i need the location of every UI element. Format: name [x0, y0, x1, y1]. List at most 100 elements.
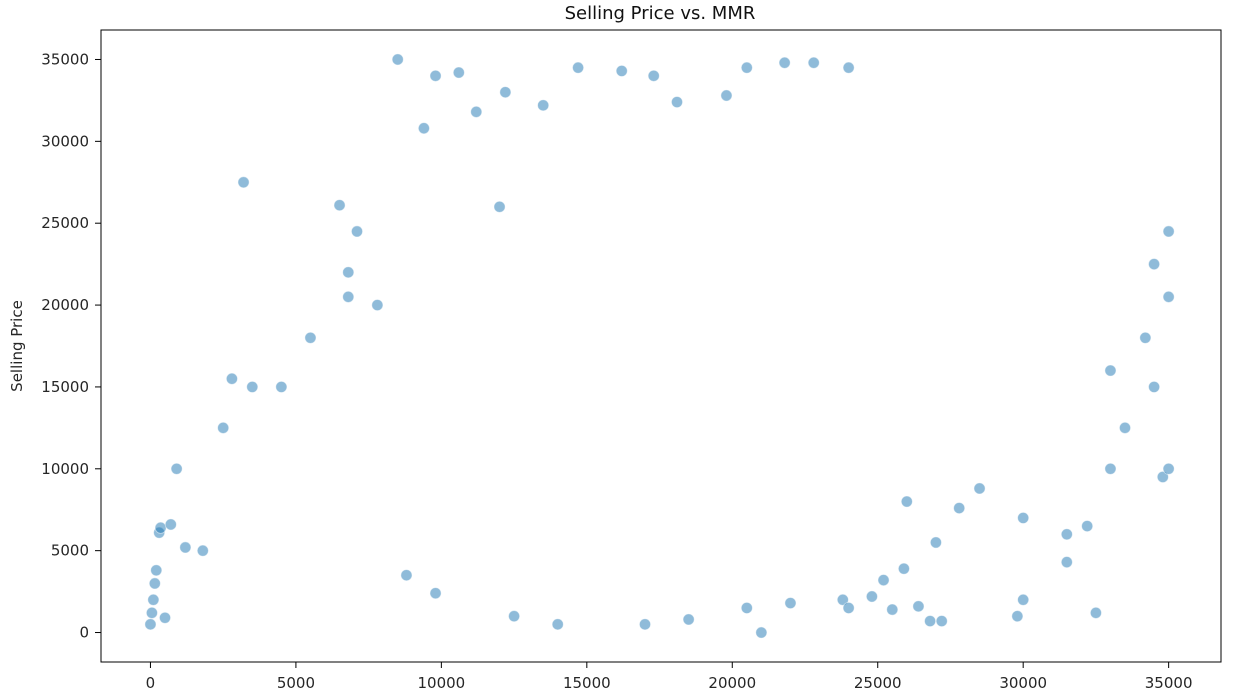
- data-point: [740, 61, 753, 74]
- data-point: [170, 462, 183, 475]
- data-point: [196, 544, 209, 557]
- data-point: [639, 618, 652, 631]
- y-tick-label: 15000: [41, 378, 89, 396]
- data-point: [508, 610, 521, 623]
- y-tick-label: 20000: [41, 296, 89, 314]
- data-point: [912, 600, 925, 613]
- data-point: [842, 61, 855, 74]
- plot-area: [101, 30, 1221, 662]
- data-point: [537, 99, 550, 112]
- data-point: [784, 597, 797, 610]
- data-point: [865, 590, 878, 603]
- data-point: [572, 61, 585, 74]
- data-point: [1060, 556, 1073, 569]
- y-axis-label: Selling Price: [8, 300, 26, 392]
- data-point: [551, 618, 564, 631]
- x-tick-label: 10000: [418, 674, 466, 692]
- data-point: [1011, 610, 1024, 623]
- data-point: [1162, 290, 1175, 303]
- data-point: [499, 86, 512, 99]
- y-tick-label: 25000: [41, 214, 89, 232]
- data-point: [1104, 462, 1117, 475]
- data-point: [720, 89, 733, 102]
- data-point: [836, 593, 849, 606]
- data-point: [246, 380, 259, 393]
- plot-frame: [100, 29, 1222, 663]
- data-point: [144, 618, 157, 631]
- data-point: [158, 611, 171, 624]
- data-point: [807, 56, 820, 69]
- data-point: [897, 562, 910, 575]
- x-tick-label: 25000: [854, 674, 902, 692]
- data-point: [755, 626, 768, 639]
- data-point: [342, 266, 355, 279]
- data-point: [1156, 470, 1169, 483]
- data-point: [147, 593, 160, 606]
- x-tick-label: 5000: [277, 674, 315, 692]
- data-point: [1162, 462, 1175, 475]
- data-point: [1104, 364, 1117, 377]
- data-point: [973, 482, 986, 495]
- data-point: [1081, 520, 1094, 533]
- data-point: [350, 225, 363, 238]
- data-point: [877, 574, 890, 587]
- data-point: [391, 53, 404, 66]
- data-point: [1060, 528, 1073, 541]
- data-point: [429, 69, 442, 82]
- x-tick-label: 20000: [708, 674, 756, 692]
- data-point: [417, 122, 430, 135]
- data-point: [886, 603, 899, 616]
- data-point: [929, 536, 942, 549]
- data-point: [342, 290, 355, 303]
- data-point: [145, 606, 158, 619]
- data-point: [333, 199, 346, 212]
- chart-title: Selling Price vs. MMR: [565, 3, 756, 24]
- data-point: [900, 495, 913, 508]
- data-point: [304, 331, 317, 344]
- data-point: [237, 176, 250, 189]
- data-point: [275, 380, 288, 393]
- data-point: [400, 569, 413, 582]
- data-point: [1017, 593, 1030, 606]
- data-point: [924, 615, 937, 628]
- data-point: [429, 587, 442, 600]
- data-point: [935, 615, 948, 628]
- data-point: [150, 564, 163, 577]
- data-point: [778, 56, 791, 69]
- data-point: [164, 518, 177, 531]
- data-point: [1089, 606, 1102, 619]
- x-tick-label: 30000: [999, 674, 1047, 692]
- y-tick-label: 0: [79, 624, 89, 642]
- x-tick-label: 0: [146, 674, 156, 692]
- data-point: [953, 502, 966, 515]
- data-point: [371, 299, 384, 312]
- data-point: [842, 601, 855, 614]
- data-point: [452, 66, 465, 79]
- data-point: [154, 521, 167, 534]
- y-tick-label: 10000: [41, 460, 89, 478]
- data-point: [470, 105, 483, 118]
- x-tick-label: 35000: [1145, 674, 1193, 692]
- data-point: [1139, 331, 1152, 344]
- data-point: [148, 577, 161, 590]
- data-point: [1017, 511, 1030, 524]
- y-tick-label: 30000: [41, 132, 89, 150]
- y-tick-label: 5000: [51, 542, 89, 560]
- axes-layer: 0 5000 10000 15000 20000 25000 30000 35000 0 5000…: [41, 50, 1192, 692]
- data-point: [179, 541, 192, 554]
- data-point: [1148, 258, 1161, 271]
- data-point: [217, 421, 230, 434]
- data-point: [740, 601, 753, 614]
- data-point: [682, 613, 695, 626]
- data-point: [615, 64, 628, 77]
- points-layer: [144, 53, 1175, 639]
- x-tick-label: 15000: [563, 674, 611, 692]
- data-point: [1148, 380, 1161, 393]
- y-tick-label: 35000: [41, 50, 89, 68]
- data-point: [1119, 421, 1132, 434]
- data-point: [1162, 225, 1175, 238]
- data-point: [493, 200, 506, 213]
- data-point: [647, 69, 660, 82]
- data-point: [671, 96, 684, 109]
